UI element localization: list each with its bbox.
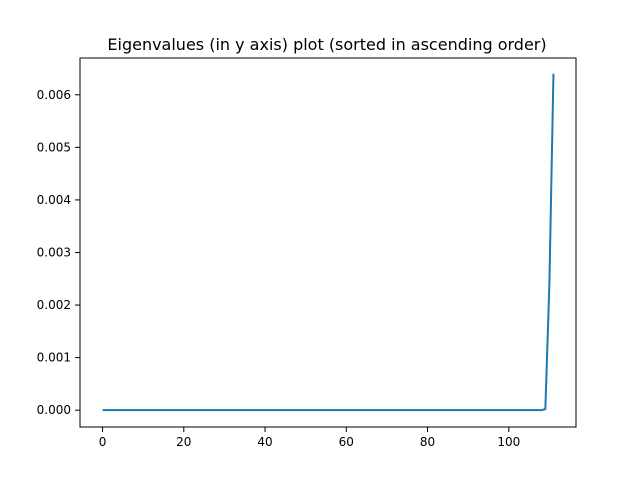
y-tick-label: 0.001 bbox=[37, 351, 71, 365]
y-tick-label: 0.003 bbox=[37, 245, 71, 259]
x-tick-label: 80 bbox=[420, 435, 435, 449]
x-tick-label: 20 bbox=[176, 435, 191, 449]
axes-frame bbox=[79, 57, 577, 428]
series-line bbox=[102, 73, 555, 412]
x-tick-label: 40 bbox=[257, 435, 272, 449]
y-tick-label: 0.004 bbox=[37, 193, 71, 207]
y-tick-label: 0.000 bbox=[37, 403, 71, 417]
y-tick-label: 0.002 bbox=[37, 298, 71, 312]
y-tick-label: 0.005 bbox=[37, 140, 71, 154]
plot-area: 0 20 40 60 80 100 0.000 0.001 0.002 0.003 0.004 0.0… bbox=[37, 57, 577, 449]
x-tick-label: 100 bbox=[497, 435, 520, 449]
chart-title: Eigenvalues (in y axis) plot (sorted in … bbox=[107, 35, 546, 54]
x-tick-label: 60 bbox=[339, 435, 354, 449]
y-tick-label: 0.006 bbox=[37, 88, 71, 102]
x-tick-label: 0 bbox=[99, 435, 107, 449]
